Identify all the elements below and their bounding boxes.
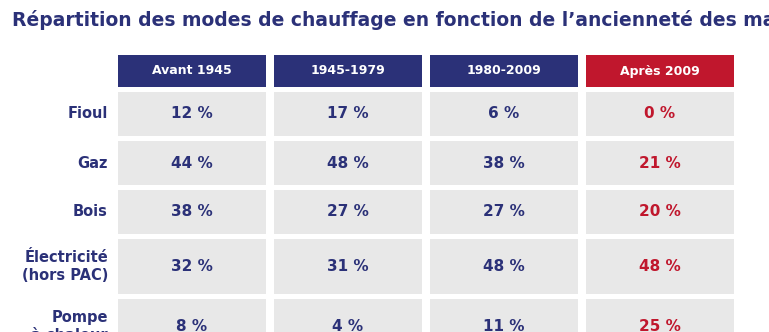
Text: Répartition des modes de chauffage en fonction de l’ancienneté des maisons: Répartition des modes de chauffage en fo… xyxy=(12,10,769,30)
Bar xyxy=(274,299,422,332)
Bar xyxy=(430,141,578,185)
Text: 48 %: 48 % xyxy=(639,259,681,274)
Bar xyxy=(118,190,266,234)
Text: 38 %: 38 % xyxy=(483,155,525,171)
Text: 38 %: 38 % xyxy=(171,205,213,219)
Bar xyxy=(274,92,422,136)
Text: Après 2009: Après 2009 xyxy=(620,64,700,77)
Text: 4 %: 4 % xyxy=(332,319,364,332)
Text: 32 %: 32 % xyxy=(171,259,213,274)
Bar xyxy=(274,55,422,87)
Text: 1945-1979: 1945-1979 xyxy=(311,64,385,77)
Bar xyxy=(118,299,266,332)
Bar xyxy=(586,141,734,185)
Text: 25 %: 25 % xyxy=(639,319,681,332)
Bar xyxy=(430,190,578,234)
Bar xyxy=(586,55,734,87)
Text: Avant 1945: Avant 1945 xyxy=(152,64,232,77)
Bar xyxy=(274,239,422,294)
Text: Fioul: Fioul xyxy=(68,107,108,122)
Bar xyxy=(118,92,266,136)
Text: 48 %: 48 % xyxy=(327,155,369,171)
Bar xyxy=(118,55,266,87)
Bar xyxy=(118,239,266,294)
Text: 1980-2009: 1980-2009 xyxy=(467,64,541,77)
Bar xyxy=(430,299,578,332)
Bar xyxy=(274,190,422,234)
Text: 44 %: 44 % xyxy=(171,155,213,171)
Text: 0 %: 0 % xyxy=(644,107,675,122)
Text: 21 %: 21 % xyxy=(639,155,681,171)
Text: Pompe
à chaleur: Pompe à chaleur xyxy=(32,310,108,332)
Text: 12 %: 12 % xyxy=(171,107,213,122)
Text: 11 %: 11 % xyxy=(483,319,524,332)
Text: Électricité
(hors PAC): Électricité (hors PAC) xyxy=(22,250,108,283)
Bar xyxy=(430,239,578,294)
Bar xyxy=(430,55,578,87)
Bar xyxy=(430,92,578,136)
Text: 48 %: 48 % xyxy=(483,259,525,274)
Text: 27 %: 27 % xyxy=(483,205,525,219)
Bar xyxy=(118,141,266,185)
Bar xyxy=(586,299,734,332)
Text: 17 %: 17 % xyxy=(327,107,369,122)
Text: Bois: Bois xyxy=(73,205,108,219)
Text: 31 %: 31 % xyxy=(327,259,369,274)
Bar xyxy=(586,190,734,234)
Text: 27 %: 27 % xyxy=(327,205,369,219)
Bar xyxy=(274,141,422,185)
Text: 8 %: 8 % xyxy=(176,319,208,332)
Bar xyxy=(586,92,734,136)
Bar xyxy=(586,239,734,294)
Text: Gaz: Gaz xyxy=(78,155,108,171)
Text: 6 %: 6 % xyxy=(488,107,520,122)
Text: 20 %: 20 % xyxy=(639,205,681,219)
